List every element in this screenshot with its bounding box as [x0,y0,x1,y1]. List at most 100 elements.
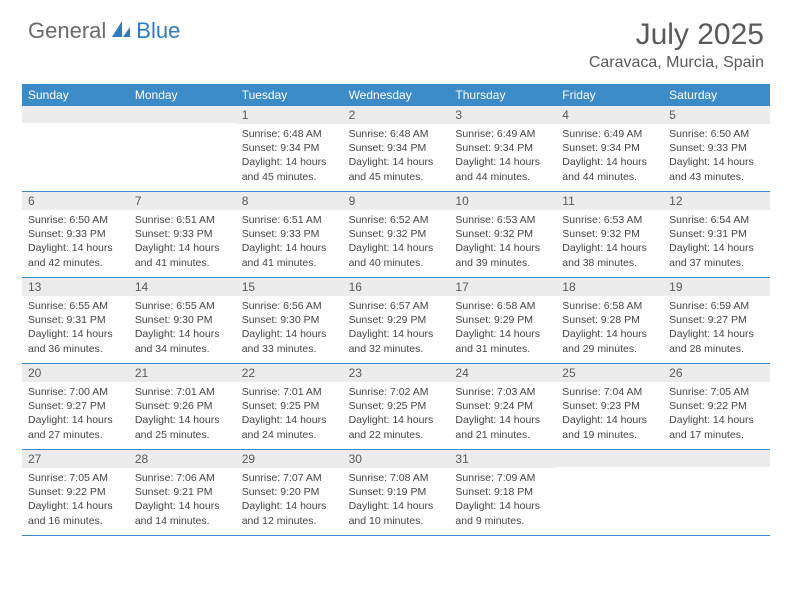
empty-day-cell [556,450,663,536]
sunrise-line: Sunrise: 7:05 AM [669,385,764,399]
sunrise-line: Sunrise: 6:55 AM [28,299,123,313]
sunrise-line: Sunrise: 7:08 AM [349,471,444,485]
day-info: Sunrise: 7:04 AMSunset: 9:23 PMDaylight:… [556,382,663,447]
day-number: 9 [343,192,450,210]
day-info: Sunrise: 7:05 AMSunset: 9:22 PMDaylight:… [22,468,129,533]
sunrise-line: Sunrise: 7:07 AM [242,471,337,485]
sunset-line: Sunset: 9:32 PM [562,227,657,241]
day-cell: 9Sunrise: 6:52 AMSunset: 9:32 PMDaylight… [343,192,450,278]
day-number: 5 [663,106,770,124]
day-info: Sunrise: 6:49 AMSunset: 9:34 PMDaylight:… [449,124,556,189]
day-info: Sunrise: 6:52 AMSunset: 9:32 PMDaylight:… [343,210,450,275]
weekday-header: Saturday [663,84,770,106]
sunset-line: Sunset: 9:31 PM [28,313,123,327]
weekday-header: Monday [129,84,236,106]
sunset-line: Sunset: 9:30 PM [135,313,230,327]
day-number: 29 [236,450,343,468]
day-number: 16 [343,278,450,296]
day-cell: 13Sunrise: 6:55 AMSunset: 9:31 PMDayligh… [22,278,129,364]
day-number: 30 [343,450,450,468]
sunset-line: Sunset: 9:32 PM [455,227,550,241]
day-number: 15 [236,278,343,296]
day-info: Sunrise: 7:09 AMSunset: 9:18 PMDaylight:… [449,468,556,533]
empty-day-cell [22,106,129,192]
day-info: Sunrise: 6:54 AMSunset: 9:31 PMDaylight:… [663,210,770,275]
day-info: Sunrise: 7:01 AMSunset: 9:25 PMDaylight:… [236,382,343,447]
day-cell: 14Sunrise: 6:55 AMSunset: 9:30 PMDayligh… [129,278,236,364]
day-cell: 21Sunrise: 7:01 AMSunset: 9:26 PMDayligh… [129,364,236,450]
day-info: Sunrise: 6:51 AMSunset: 9:33 PMDaylight:… [129,210,236,275]
daylight-line: Daylight: 14 hours and 16 minutes. [28,499,123,527]
day-info: Sunrise: 7:03 AMSunset: 9:24 PMDaylight:… [449,382,556,447]
logo-text-general: General [28,18,106,44]
day-cell: 12Sunrise: 6:54 AMSunset: 9:31 PMDayligh… [663,192,770,278]
daylight-line: Daylight: 14 hours and 25 minutes. [135,413,230,441]
sunset-line: Sunset: 9:29 PM [455,313,550,327]
day-cell: 2Sunrise: 6:48 AMSunset: 9:34 PMDaylight… [343,106,450,192]
sunrise-line: Sunrise: 6:51 AM [135,213,230,227]
daylight-line: Daylight: 14 hours and 10 minutes. [349,499,444,527]
day-info: Sunrise: 7:08 AMSunset: 9:19 PMDaylight:… [343,468,450,533]
day-info: Sunrise: 6:53 AMSunset: 9:32 PMDaylight:… [556,210,663,275]
day-cell: 3Sunrise: 6:49 AMSunset: 9:34 PMDaylight… [449,106,556,192]
sunrise-line: Sunrise: 6:50 AM [669,127,764,141]
day-info: Sunrise: 6:55 AMSunset: 9:31 PMDaylight:… [22,296,129,361]
sunset-line: Sunset: 9:21 PM [135,485,230,499]
daylight-line: Daylight: 14 hours and 39 minutes. [455,241,550,269]
logo-sail-icon [110,19,132,44]
sunset-line: Sunset: 9:19 PM [349,485,444,499]
location-subtitle: Caravaca, Murcia, Spain [589,54,764,72]
day-info: Sunrise: 7:05 AMSunset: 9:22 PMDaylight:… [663,382,770,447]
sunrise-line: Sunrise: 7:04 AM [562,385,657,399]
sunrise-line: Sunrise: 6:49 AM [455,127,550,141]
daylight-line: Daylight: 14 hours and 21 minutes. [455,413,550,441]
day-number: 1 [236,106,343,124]
day-cell: 15Sunrise: 6:56 AMSunset: 9:30 PMDayligh… [236,278,343,364]
sunrise-line: Sunrise: 7:01 AM [242,385,337,399]
day-number: 10 [449,192,556,210]
daylight-line: Daylight: 14 hours and 45 minutes. [242,155,337,183]
sunset-line: Sunset: 9:20 PM [242,485,337,499]
sunset-line: Sunset: 9:32 PM [349,227,444,241]
weekday-header: Wednesday [343,84,450,106]
daylight-line: Daylight: 14 hours and 31 minutes. [455,327,550,355]
day-number: 14 [129,278,236,296]
sunset-line: Sunset: 9:34 PM [349,141,444,155]
daylight-line: Daylight: 14 hours and 45 minutes. [349,155,444,183]
sunrise-line: Sunrise: 7:05 AM [28,471,123,485]
day-number: 24 [449,364,556,382]
day-info: Sunrise: 6:49 AMSunset: 9:34 PMDaylight:… [556,124,663,189]
day-number: 8 [236,192,343,210]
daylight-line: Daylight: 14 hours and 19 minutes. [562,413,657,441]
daylight-line: Daylight: 14 hours and 37 minutes. [669,241,764,269]
daylight-line: Daylight: 14 hours and 28 minutes. [669,327,764,355]
weekday-header: Tuesday [236,84,343,106]
sunrise-line: Sunrise: 6:53 AM [562,213,657,227]
day-cell: 29Sunrise: 7:07 AMSunset: 9:20 PMDayligh… [236,450,343,536]
daylight-line: Daylight: 14 hours and 41 minutes. [242,241,337,269]
sunrise-line: Sunrise: 7:01 AM [135,385,230,399]
day-info: Sunrise: 6:48 AMSunset: 9:34 PMDaylight:… [343,124,450,189]
daylight-line: Daylight: 14 hours and 29 minutes. [562,327,657,355]
sunrise-line: Sunrise: 7:09 AM [455,471,550,485]
sunrise-line: Sunrise: 7:02 AM [349,385,444,399]
logo: General Blue [28,18,180,44]
empty-day-cell [663,450,770,536]
day-info: Sunrise: 7:06 AMSunset: 9:21 PMDaylight:… [129,468,236,533]
day-cell: 18Sunrise: 6:58 AMSunset: 9:28 PMDayligh… [556,278,663,364]
sunrise-line: Sunrise: 7:03 AM [455,385,550,399]
day-number: 31 [449,450,556,468]
sunset-line: Sunset: 9:33 PM [669,141,764,155]
day-cell: 23Sunrise: 7:02 AMSunset: 9:25 PMDayligh… [343,364,450,450]
daylight-line: Daylight: 14 hours and 24 minutes. [242,413,337,441]
sunset-line: Sunset: 9:34 PM [242,141,337,155]
day-number: 4 [556,106,663,124]
day-cell: 24Sunrise: 7:03 AMSunset: 9:24 PMDayligh… [449,364,556,450]
day-cell: 8Sunrise: 6:51 AMSunset: 9:33 PMDaylight… [236,192,343,278]
daylight-line: Daylight: 14 hours and 9 minutes. [455,499,550,527]
sunset-line: Sunset: 9:34 PM [562,141,657,155]
day-cell: 19Sunrise: 6:59 AMSunset: 9:27 PMDayligh… [663,278,770,364]
sunrise-line: Sunrise: 7:06 AM [135,471,230,485]
day-number: 27 [22,450,129,468]
day-number: 25 [556,364,663,382]
